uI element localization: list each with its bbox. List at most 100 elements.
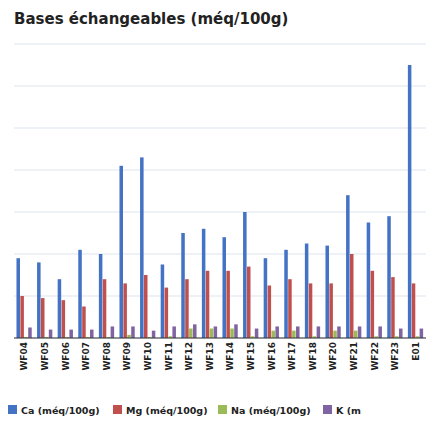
- bar: [412, 283, 416, 338]
- x-tick-label: WF06: [61, 342, 71, 371]
- legend-label: K (m: [336, 405, 361, 416]
- x-tick-label: WF10: [143, 342, 153, 371]
- bar: [222, 237, 226, 338]
- bar: [367, 223, 371, 339]
- bar: [185, 279, 189, 338]
- bar: [193, 324, 197, 338]
- legend-swatch: [218, 405, 227, 414]
- x-tick-label: WF07: [81, 342, 91, 371]
- bar: [131, 326, 135, 338]
- legend: Ca (méq/100g) Mg (méq/100g) Na (méq/100g) K…: [8, 405, 361, 416]
- bar: [210, 329, 214, 338]
- bar: [333, 331, 337, 338]
- bar: [268, 286, 272, 339]
- x-axis: [14, 338, 426, 339]
- legend-label: Mg (méq/100g): [126, 405, 208, 416]
- bar: [371, 271, 375, 338]
- x-tick-label: WF15: [246, 342, 256, 371]
- bar: [230, 329, 234, 338]
- bar: [350, 254, 354, 338]
- grid-line: [14, 86, 426, 87]
- bar: [152, 331, 156, 338]
- bar: [82, 307, 86, 339]
- grid-line: [14, 254, 426, 255]
- bar: [399, 329, 403, 338]
- bar: [264, 258, 268, 338]
- x-tick-label: WF22: [370, 342, 380, 371]
- bar: [391, 277, 395, 338]
- bar: [172, 326, 176, 338]
- bar: [37, 262, 41, 338]
- bar: [275, 326, 279, 338]
- bar: [247, 267, 251, 338]
- legend-label: Ca (méq/100g): [21, 405, 100, 416]
- bar: [62, 300, 66, 338]
- bar: [78, 250, 82, 338]
- x-tick-label: WF08: [102, 342, 112, 371]
- bar: [325, 246, 329, 338]
- bar: [123, 283, 127, 338]
- bar: [181, 233, 185, 338]
- bar: [20, 296, 24, 338]
- bar: [161, 265, 165, 339]
- bar: [99, 254, 103, 338]
- bar: [90, 330, 94, 338]
- bar: [206, 271, 210, 338]
- x-tick-label: WF13: [205, 342, 215, 371]
- legend-swatch: [8, 405, 17, 414]
- bar: [305, 244, 309, 339]
- x-tick-label: WF21: [349, 342, 359, 371]
- bar: [234, 324, 238, 338]
- bar: [119, 166, 123, 338]
- bar: [16, 258, 20, 338]
- x-tick-label: WF14: [225, 342, 235, 371]
- x-tick-label: WF12: [184, 342, 194, 371]
- x-tick-label: WF18: [308, 342, 318, 371]
- legend-swatch: [323, 405, 332, 414]
- grid-line: [14, 212, 426, 213]
- grid: [14, 44, 426, 338]
- bar: [214, 326, 218, 338]
- bar: [272, 331, 276, 338]
- bar: [103, 279, 107, 338]
- bar: [358, 326, 362, 338]
- bar: [41, 298, 45, 338]
- bars: [16, 65, 423, 338]
- bar: [337, 326, 341, 338]
- bar: [165, 288, 169, 338]
- title: Bases échangeables (méq/100g): [14, 10, 288, 28]
- bar: [226, 271, 230, 338]
- bar: [309, 283, 313, 338]
- grid-line: [14, 170, 426, 171]
- bar: [140, 157, 144, 338]
- bar: [58, 279, 62, 338]
- x-tick-label: WF17: [287, 342, 297, 371]
- legend-label: Na (méq/100g): [231, 405, 311, 416]
- bar: [189, 329, 193, 338]
- legend-swatch: [113, 405, 122, 414]
- bar: [329, 283, 333, 338]
- bar: [243, 212, 247, 338]
- x-tick-label: WF05: [40, 342, 50, 371]
- chart: Bases échangeables (méq/100g)WF04WF05WF0…: [0, 0, 436, 436]
- x-tick-label: WF20: [328, 342, 338, 371]
- bar: [354, 331, 358, 338]
- x-tick-label: WF11: [164, 342, 174, 371]
- x-tick-label: WF09: [122, 342, 132, 371]
- grid-line: [14, 128, 426, 129]
- bar: [296, 326, 300, 338]
- grid-line: [14, 296, 426, 297]
- bar: [255, 329, 259, 338]
- bar: [387, 216, 391, 338]
- bar: [317, 326, 321, 338]
- bar: [378, 326, 382, 338]
- bar: [346, 195, 350, 338]
- bar: [284, 250, 288, 338]
- bar: [420, 329, 424, 338]
- x-tick-label: E01: [411, 342, 421, 361]
- x-tick-label: WF16: [267, 342, 277, 371]
- bar: [408, 65, 412, 338]
- grid-line: [14, 44, 426, 45]
- bar: [144, 275, 148, 338]
- bar: [49, 330, 53, 338]
